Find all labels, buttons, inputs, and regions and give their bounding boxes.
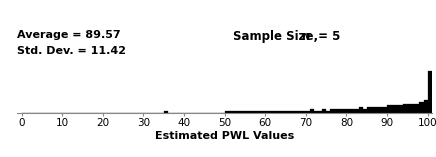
Bar	[228, 111, 233, 113]
Bar	[298, 111, 302, 113]
Bar	[416, 103, 419, 113]
Text: n: n	[301, 30, 310, 43]
Bar	[351, 109, 354, 113]
Bar	[346, 109, 351, 113]
Bar	[411, 103, 416, 113]
Bar	[257, 111, 261, 113]
Bar	[403, 103, 407, 113]
Bar	[314, 111, 318, 113]
Bar	[419, 102, 423, 113]
Bar	[277, 111, 281, 113]
Bar	[306, 111, 310, 113]
Bar	[164, 111, 168, 113]
Bar	[241, 111, 245, 113]
Bar	[367, 107, 371, 113]
Bar	[387, 105, 391, 113]
Bar	[399, 105, 403, 113]
Bar	[261, 111, 265, 113]
Bar	[253, 111, 257, 113]
Bar	[245, 111, 249, 113]
Bar	[290, 111, 293, 113]
Bar	[334, 109, 338, 113]
Bar	[375, 107, 379, 113]
Bar	[395, 105, 399, 113]
X-axis label: Estimated PWL Values: Estimated PWL Values	[155, 131, 294, 141]
Bar	[318, 111, 322, 113]
Bar	[371, 107, 375, 113]
Bar	[330, 109, 334, 113]
Bar	[363, 109, 367, 113]
Bar	[286, 111, 290, 113]
Text: Std. Dev. = 11.42: Std. Dev. = 11.42	[17, 46, 126, 56]
Bar	[338, 109, 342, 113]
Bar	[249, 111, 253, 113]
Bar	[354, 109, 358, 113]
Bar	[237, 111, 241, 113]
Bar	[233, 111, 237, 113]
Bar	[423, 100, 428, 113]
Bar	[379, 107, 383, 113]
Bar	[281, 111, 286, 113]
Bar	[225, 111, 228, 113]
Bar	[310, 109, 314, 113]
Bar	[302, 111, 306, 113]
Bar	[293, 111, 298, 113]
Bar	[269, 111, 273, 113]
Bar	[342, 109, 346, 113]
Text: Average = 89.57: Average = 89.57	[17, 30, 121, 40]
Bar	[273, 111, 277, 113]
Bar	[383, 107, 387, 113]
Text: Sample Size,: Sample Size,	[233, 30, 322, 43]
Bar	[391, 105, 395, 113]
Bar	[265, 111, 269, 113]
Bar	[322, 109, 326, 113]
Bar	[407, 103, 411, 113]
Bar	[358, 107, 363, 113]
Text: = 5: = 5	[313, 30, 340, 43]
Bar	[428, 71, 432, 113]
Bar	[326, 111, 330, 113]
